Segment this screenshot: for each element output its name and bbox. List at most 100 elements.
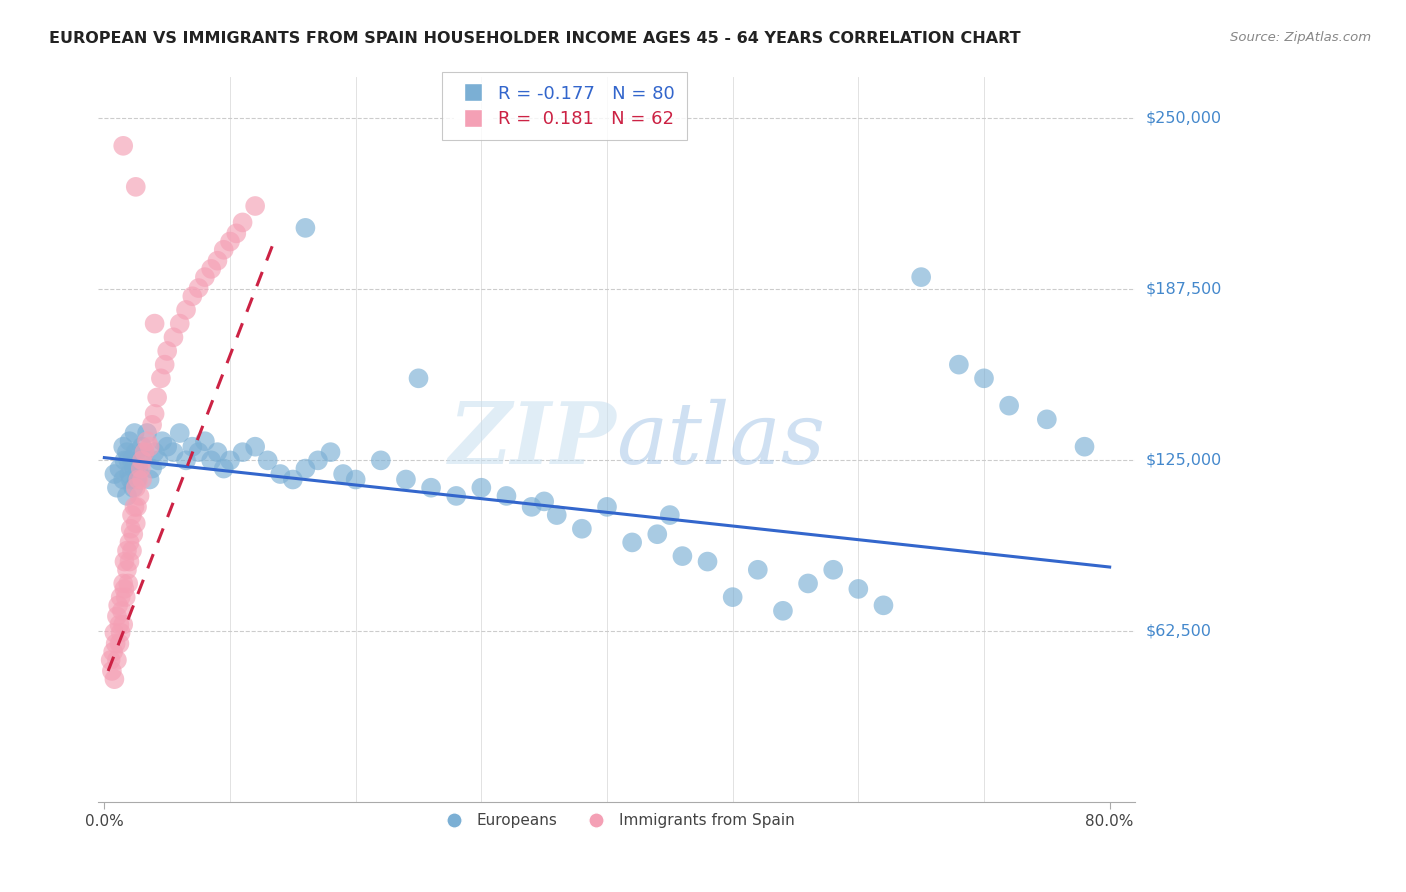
Immigrants from Spain [127,473,149,487]
Immigrants from Spain [169,317,191,331]
Immigrants from Spain [134,445,156,459]
Europeans [294,461,316,475]
Europeans [1073,440,1095,454]
Europeans [571,522,593,536]
Immigrants from Spain [129,461,152,475]
Immigrants from Spain [200,261,222,276]
Europeans [395,473,418,487]
Immigrants from Spain [219,235,242,249]
Immigrants from Spain [181,289,204,303]
Immigrants from Spain [153,358,176,372]
Europeans [148,453,170,467]
Europeans [444,489,467,503]
Immigrants from Spain [194,270,217,285]
Europeans [118,434,141,449]
Europeans [520,500,543,514]
Europeans [115,489,138,503]
Immigrants from Spain [112,576,135,591]
Europeans [138,473,160,487]
Immigrants from Spain [114,590,136,604]
Immigrants from Spain [143,407,166,421]
Text: $62,500: $62,500 [1146,624,1212,639]
Immigrants from Spain [141,417,163,432]
Europeans [973,371,995,385]
Immigrants from Spain [149,371,172,385]
Immigrants from Spain [120,522,142,536]
Immigrants from Spain [112,617,135,632]
Europeans [134,445,156,459]
Europeans [219,453,242,467]
Immigrants from Spain [125,516,148,531]
Europeans [948,358,970,372]
Europeans [162,445,184,459]
Immigrants from Spain [118,535,141,549]
Immigrants from Spain [162,330,184,344]
Immigrants from Spain [112,138,135,153]
Europeans [294,220,316,235]
Europeans [658,508,681,522]
Europeans [823,563,845,577]
Europeans [207,445,229,459]
Europeans [533,494,555,508]
Europeans [319,445,342,459]
Europeans [797,576,820,591]
Immigrants from Spain [122,527,145,541]
Europeans [212,461,235,475]
Europeans [1036,412,1059,426]
Immigrants from Spain [115,563,138,577]
Immigrants from Spain [110,590,132,604]
Immigrants from Spain [143,317,166,331]
Immigrants from Spain [207,253,229,268]
Europeans [156,440,179,454]
Immigrants from Spain [105,609,128,624]
Europeans [470,481,492,495]
Europeans [124,461,146,475]
Europeans [344,473,367,487]
Immigrants from Spain [125,179,148,194]
Immigrants from Spain [105,653,128,667]
Europeans [127,461,149,475]
Immigrants from Spain [156,343,179,358]
Text: $125,000: $125,000 [1146,453,1222,468]
Europeans [721,590,744,604]
Immigrants from Spain [225,227,247,241]
Immigrants from Spain [243,199,266,213]
Europeans [150,434,173,449]
Immigrants from Spain [101,664,124,678]
Immigrants from Spain [146,391,169,405]
Europeans [910,270,932,285]
Immigrants from Spain [114,582,136,596]
Europeans [115,445,138,459]
Immigrants from Spain [115,543,138,558]
Immigrants from Spain [187,281,209,295]
Europeans [243,440,266,454]
Immigrants from Spain [125,500,148,514]
Europeans [232,445,254,459]
Europeans [747,563,769,577]
Europeans [181,440,204,454]
Immigrants from Spain [111,604,134,618]
Immigrants from Spain [110,625,132,640]
Immigrants from Spain [100,653,122,667]
Immigrants from Spain [121,543,143,558]
Text: EUROPEAN VS IMMIGRANTS FROM SPAIN HOUSEHOLDER INCOME AGES 45 - 64 YEARS CORRELAT: EUROPEAN VS IMMIGRANTS FROM SPAIN HOUSEH… [49,31,1021,46]
Europeans [495,489,517,503]
Immigrants from Spain [117,576,139,591]
Europeans [307,453,329,467]
Europeans [200,453,222,467]
Immigrants from Spain [138,440,160,454]
Immigrants from Spain [121,508,143,522]
Text: ZIP: ZIP [449,398,616,482]
Immigrants from Spain [131,453,153,467]
Immigrants from Spain [136,434,159,449]
Immigrants from Spain [128,489,150,503]
Europeans [332,467,354,481]
Europeans [596,500,619,514]
Immigrants from Spain [124,500,146,514]
Immigrants from Spain [174,302,197,317]
Europeans [408,371,430,385]
Immigrants from Spain [118,555,141,569]
Europeans [117,453,139,467]
Europeans [125,445,148,459]
Europeans [187,445,209,459]
